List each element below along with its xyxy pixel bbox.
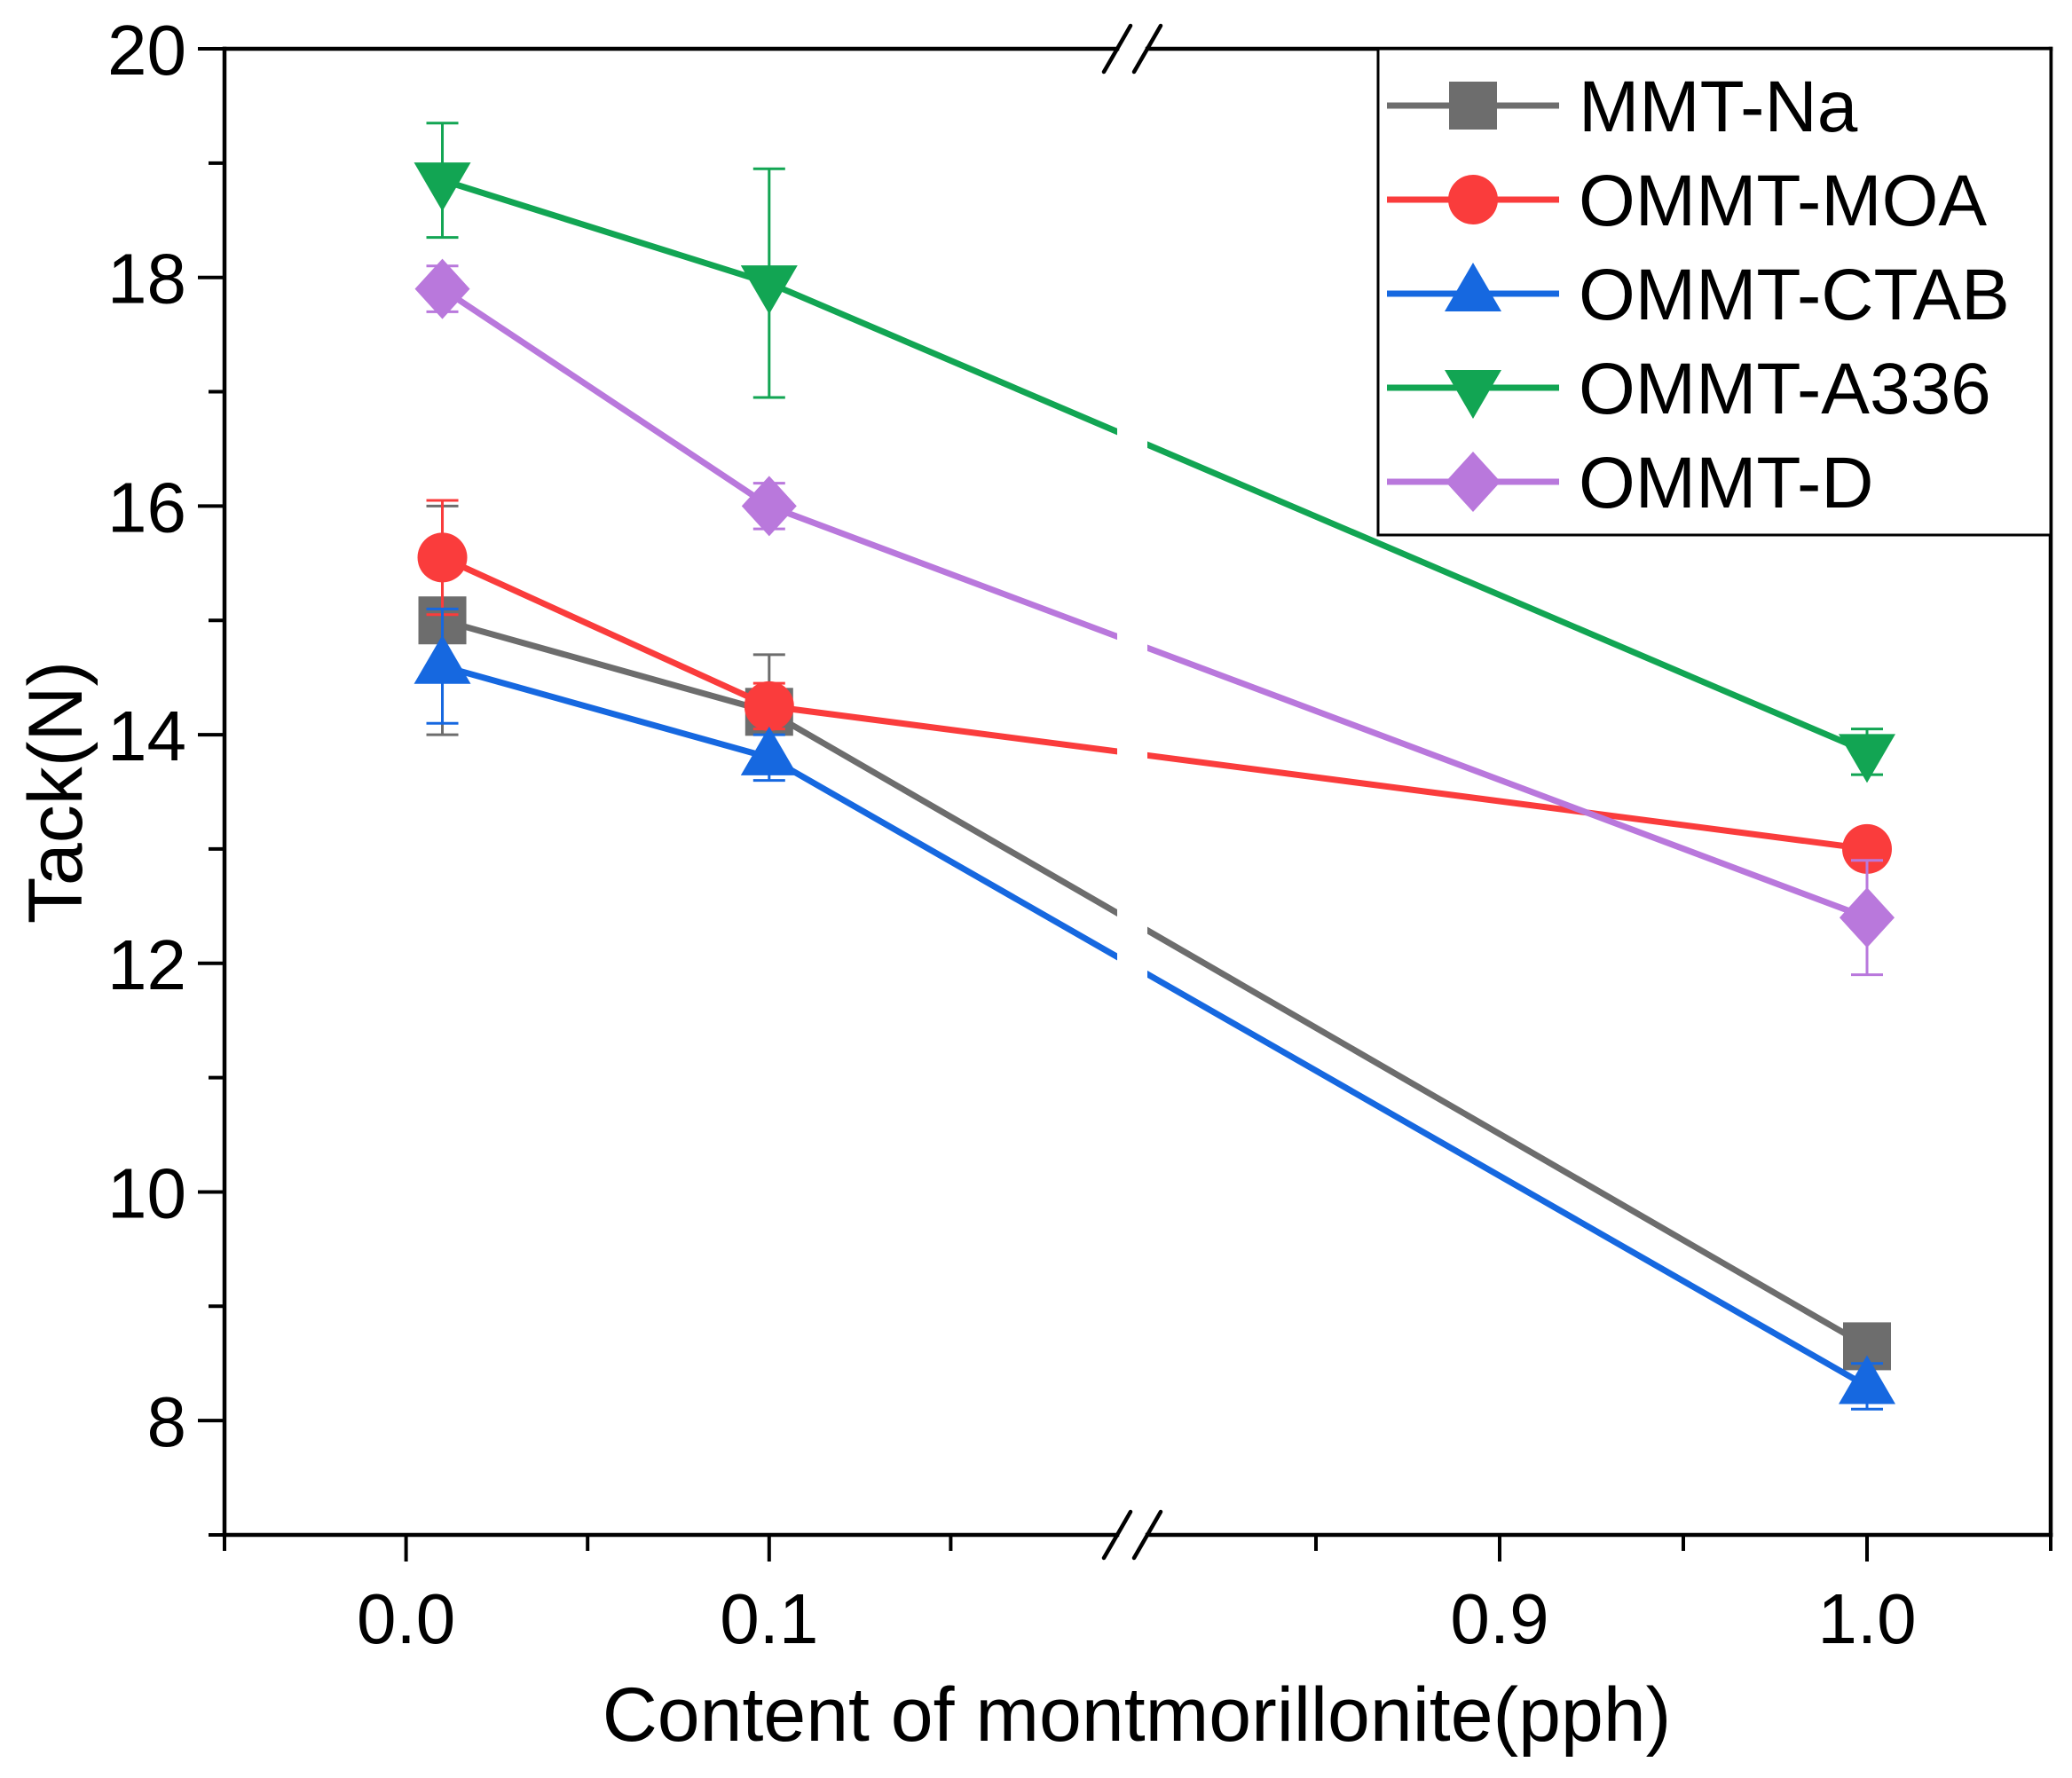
legend-marker-ommt-d <box>1446 452 1501 512</box>
legend-marker-ommt-a336 <box>1445 370 1501 419</box>
legend-marker-ommt-ctab <box>1445 263 1501 311</box>
ommt-ctab-point <box>414 634 471 684</box>
y-tick-label: 10 <box>107 1153 186 1232</box>
ommt-moa-point <box>744 681 794 731</box>
series-layer <box>414 122 1895 1411</box>
legend-marker-ommt-moa <box>1448 175 1498 224</box>
legend-label-mmt-na: MMT-Na <box>1579 67 1858 147</box>
ommt-d-point <box>741 476 797 537</box>
ommt-a336-point <box>740 265 798 315</box>
legend-label-ommt-d: OMMT-D <box>1579 443 1873 523</box>
y-tick-label: 18 <box>107 240 186 319</box>
y-tick-label: 14 <box>107 696 186 775</box>
legend-marker-mmt-na <box>1449 82 1497 130</box>
bottom-break-slash <box>1131 1509 1163 1561</box>
series-ommt-ctab <box>414 607 1895 1411</box>
x-tick-label: 0.1 <box>720 1579 818 1658</box>
ommt-d-point <box>414 258 470 319</box>
x-tick-label: 0.0 <box>357 1579 455 1658</box>
legend-label-ommt-moa: OMMT-MOA <box>1579 161 1987 241</box>
bottom-break-slash <box>1101 1509 1133 1561</box>
x-tick-label: 0.9 <box>1450 1579 1548 1658</box>
top-break-slash <box>1131 23 1163 75</box>
x-tick-label: 1.0 <box>1817 1579 1916 1658</box>
legend: MMT-Na OMMT-MOA OMMT-CTAB OMMT-A336 OMMT-D <box>1376 47 2052 537</box>
ommt-ctab-point <box>740 726 798 775</box>
axis-ticks <box>198 47 2052 1562</box>
legend-entry-mmt-na: MMT-Na <box>1387 67 1858 147</box>
axes-layer: 8 10 12 14 16 18 20 0.0 0.1 0.9 1.0 <box>107 11 2053 1658</box>
ommt-a336-point <box>414 162 471 212</box>
y-tick-label: 8 <box>147 1382 187 1461</box>
ommt-a336-point <box>1839 734 1895 783</box>
axis-break-gap <box>1117 52 1147 1531</box>
legend-entry-ommt-moa: OMMT-MOA <box>1387 161 1987 241</box>
y-tick-label: 16 <box>107 468 186 547</box>
ommt-ctab-point <box>1839 1355 1895 1404</box>
series-ommt-a336 <box>414 122 1895 783</box>
top-break-slash <box>1101 23 1133 75</box>
x-axis-title: Content of montmorillonite(pph) <box>603 1672 1672 1758</box>
legend-entry-ommt-ctab: OMMT-CTAB <box>1387 255 2010 335</box>
y-axis-title: Tack(N) <box>13 661 98 924</box>
axis-break-marks <box>1101 23 1163 1561</box>
series-ommt-d <box>414 258 1895 977</box>
legend-entry-ommt-d: OMMT-D <box>1387 443 1873 523</box>
y-tick-label: 12 <box>107 925 186 1004</box>
y-tick-label: 20 <box>107 11 186 90</box>
legend-label-ommt-a336: OMMT-A336 <box>1579 349 1991 429</box>
legend-entry-ommt-a336: OMMT-A336 <box>1387 349 1991 429</box>
ommt-d-point <box>1840 887 1895 948</box>
ommt-moa-point <box>417 532 468 583</box>
legend-label-ommt-ctab: OMMT-CTAB <box>1579 255 2010 335</box>
